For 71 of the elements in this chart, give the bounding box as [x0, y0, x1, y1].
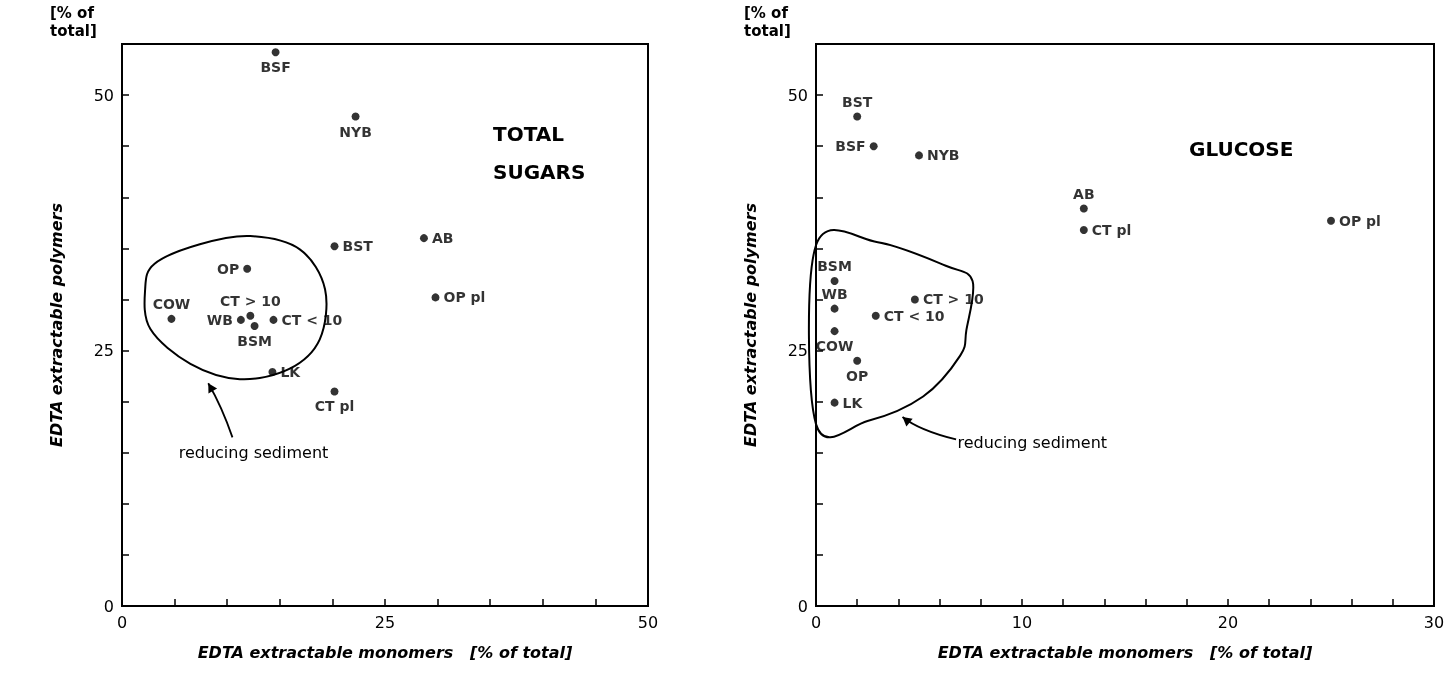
series-label: BSF — [260, 59, 291, 76]
point — [1327, 216, 1335, 225]
series-label: BST — [842, 93, 873, 110]
series-label: BSM — [237, 333, 272, 350]
series-label: OP pl — [1339, 212, 1381, 229]
point — [236, 315, 245, 324]
point — [250, 322, 259, 331]
series-label: WB — [206, 311, 233, 328]
annotation: reducing sediment — [957, 432, 1108, 452]
point — [419, 234, 428, 243]
series-label: LK — [842, 394, 864, 411]
x-tick-label: 20 — [1217, 612, 1239, 632]
point — [351, 112, 360, 121]
series-label: AB — [431, 230, 454, 247]
series-label: CT pl — [314, 398, 355, 415]
series-label: AB — [1073, 185, 1095, 202]
series-label: CT > 10 — [219, 292, 281, 309]
x-tick-label: 25 — [374, 612, 396, 632]
x-axis-title: EDTA extractable monomers [% of total] — [937, 642, 1314, 662]
series-label: OP pl — [443, 289, 486, 306]
point — [830, 327, 839, 336]
series-label: NYB — [339, 123, 372, 140]
y-axis-title: EDTA extractable polymers — [46, 203, 66, 447]
y-tick-label: 0 — [797, 596, 808, 616]
series-label: OP — [846, 367, 869, 384]
point — [853, 112, 862, 121]
series-label: NYB — [927, 147, 960, 164]
x-axis-title: EDTA extractable monomers [% of total] — [197, 642, 574, 662]
series-label: COW — [152, 295, 191, 312]
x-tick-label: 50 — [637, 612, 659, 632]
text: TOTAL SUGARS — [493, 122, 586, 184]
y-tick-label: 50 — [787, 85, 808, 105]
point — [246, 311, 255, 320]
point — [871, 311, 880, 320]
point — [167, 314, 176, 323]
series-label: BST — [342, 238, 374, 255]
point — [431, 293, 440, 302]
y-tick-label: 50 — [93, 85, 114, 105]
y-tick-label: 0 — [103, 596, 114, 616]
x-tick-label: 10 — [1011, 612, 1033, 632]
series-label: CT < 10 — [883, 307, 945, 324]
point — [271, 48, 280, 57]
point — [1079, 204, 1088, 213]
x-tick-label: 0 — [116, 612, 128, 632]
text: GLUCOSE — [1189, 137, 1294, 161]
x-tick-label: 0 — [810, 612, 822, 632]
annotation: reducing sediment — [178, 442, 329, 462]
series-label: COW — [815, 338, 854, 355]
text: [% of total] — [744, 4, 794, 40]
series-label: BSF — [835, 138, 866, 155]
point — [830, 398, 839, 407]
point — [915, 151, 923, 160]
point — [830, 304, 839, 313]
point — [853, 356, 862, 365]
series-label: OP — [217, 260, 240, 277]
point — [1079, 225, 1088, 234]
y-tick-label: 25 — [787, 341, 808, 361]
point — [830, 277, 839, 286]
series-label: BSM — [817, 258, 852, 275]
text: [% of total] — [50, 4, 100, 40]
point — [869, 142, 878, 151]
y-tick-label: 25 — [93, 341, 114, 361]
point — [910, 295, 919, 304]
point — [269, 315, 278, 324]
point — [330, 387, 339, 396]
y-axis-title: EDTA extractable polymers — [740, 203, 760, 447]
x-tick-label: 30 — [1423, 612, 1445, 632]
series-label: CT pl — [1091, 221, 1132, 238]
point — [330, 242, 339, 251]
series-label: WB — [821, 285, 848, 302]
point — [243, 264, 252, 273]
